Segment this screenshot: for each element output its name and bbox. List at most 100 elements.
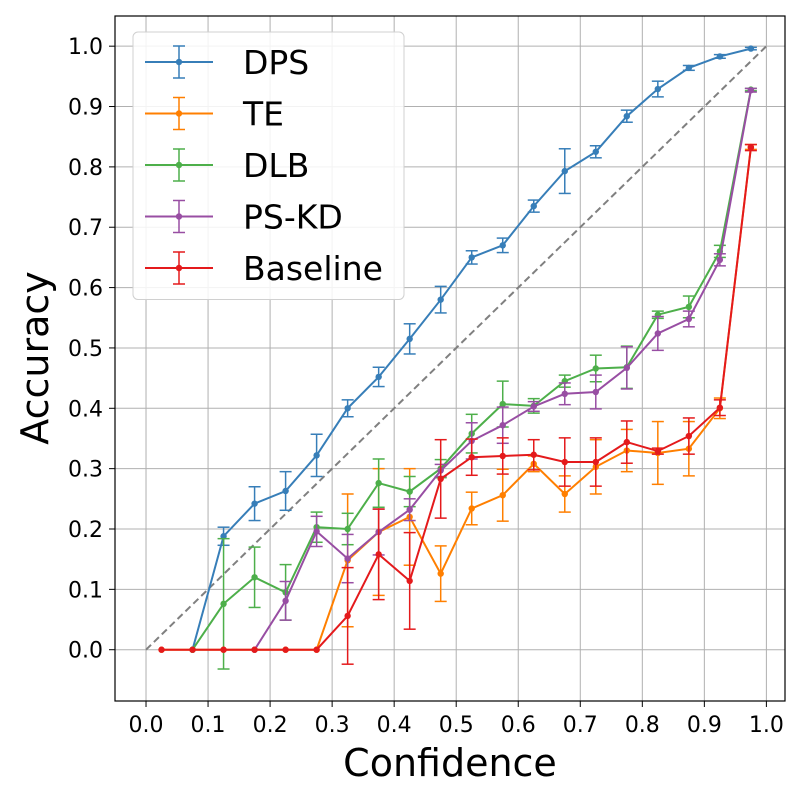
legend-swatch-marker — [175, 161, 183, 169]
dps-point — [282, 487, 289, 495]
dps-point — [375, 373, 382, 381]
dlb-point — [375, 479, 382, 487]
dps-point — [685, 64, 693, 72]
y-tick-label: 0.6 — [68, 277, 103, 302]
y-tick-label: 0.3 — [68, 458, 103, 483]
legend-label: TE — [242, 95, 284, 134]
dlb-point — [592, 365, 599, 372]
baseline-point — [282, 646, 289, 653]
dps-point — [530, 202, 537, 210]
y-tick-label: 1.0 — [68, 35, 103, 60]
dps-point — [313, 452, 320, 459]
x-axis-label: Confidence — [343, 741, 557, 785]
series-ps-kd — [251, 87, 757, 653]
legend-entry-ps-kd: PS-KD — [145, 198, 343, 237]
y-tick-label: 0.2 — [68, 518, 103, 543]
te-point — [468, 505, 475, 512]
dps-point — [437, 296, 444, 303]
legend-swatch-marker — [175, 58, 183, 66]
dlb-point — [220, 600, 227, 608]
y-axis-label: Accuracy — [13, 271, 57, 445]
x-tick-label: 0.8 — [625, 713, 660, 738]
baseline-point — [437, 475, 444, 483]
baseline-point — [716, 404, 724, 411]
axis-ticks: 0.0 0.1 0.2 0.3 0.4 0.5 0.6 0.7 0.8 0.9 1.0 0.0 0.1 0… — [68, 35, 784, 738]
dps-point — [220, 533, 227, 540]
dps-point — [716, 53, 724, 60]
baseline-point — [623, 438, 631, 446]
dps-point — [251, 500, 258, 507]
x-tick-label: 0.3 — [315, 713, 350, 738]
x-tick-label: 0.2 — [253, 713, 288, 738]
legend-label: DPS — [243, 43, 309, 82]
ps-kd-point — [623, 364, 631, 372]
y-tick-label: 0.7 — [68, 216, 103, 241]
baseline-point — [747, 144, 755, 151]
dps-point — [561, 167, 568, 175]
te-point — [437, 570, 444, 577]
baseline-point — [158, 646, 165, 653]
series-dps — [189, 45, 757, 653]
baseline-point — [251, 646, 258, 653]
baseline-point — [561, 458, 568, 466]
baseline-point — [313, 646, 320, 653]
dlb-point — [251, 574, 258, 581]
legend-entry-dps: DPS — [145, 43, 309, 82]
baseline-point — [530, 451, 537, 458]
baseline-point — [592, 458, 599, 466]
x-tick-label: 0.1 — [191, 713, 226, 738]
dps-point — [654, 85, 662, 93]
baseline-point — [499, 452, 506, 460]
series-baseline — [158, 143, 757, 665]
dps-point — [344, 405, 351, 412]
ps-kd-point — [530, 403, 537, 410]
ps-kd-point — [406, 506, 413, 513]
legend-swatch-marker — [175, 264, 183, 272]
y-tick-label: 0.9 — [68, 96, 103, 121]
dps-point — [468, 254, 475, 261]
y-tick-label: 0.4 — [68, 397, 103, 422]
legend-swatch-marker — [175, 110, 183, 117]
x-tick-label: 0.4 — [377, 713, 412, 738]
x-tick-label: 0.0 — [129, 713, 164, 738]
y-tick-label: 0.5 — [68, 337, 103, 362]
y-tick-label: 0.8 — [68, 156, 103, 181]
baseline-point — [468, 453, 475, 461]
legend-label: Baseline — [243, 249, 383, 288]
x-tick-label: 0.7 — [563, 713, 598, 738]
baseline-point — [344, 612, 351, 620]
ps-kd-point — [747, 87, 755, 94]
series-group — [158, 45, 757, 670]
legend-swatch-marker — [175, 213, 183, 220]
ps-kd-point — [592, 388, 599, 396]
x-tick-label: 0.6 — [501, 713, 536, 738]
dps-point — [499, 242, 506, 249]
baseline-point — [654, 447, 662, 455]
ps-kd-point — [499, 421, 506, 429]
legend-box — [132, 31, 405, 300]
dps-point — [406, 335, 413, 343]
dps-point — [592, 148, 599, 155]
dlb-point — [406, 488, 413, 495]
reference-diagonal — [145, 45, 768, 651]
x-tick-label: 0.9 — [687, 713, 722, 738]
legend-entry-dlb: DLB — [145, 146, 309, 185]
ps-kd-point — [313, 528, 320, 535]
ps-kd-point — [685, 315, 693, 323]
dlb-point — [499, 400, 506, 408]
baseline-point — [375, 551, 382, 558]
baseline-point — [406, 577, 413, 585]
y-tick-label: 0.0 — [68, 639, 103, 664]
baseline-point — [189, 646, 196, 653]
ps-kd-point — [282, 597, 289, 605]
ps-kd-point — [344, 555, 351, 562]
legend-entry-te: TE — [145, 95, 284, 134]
te-point — [561, 490, 568, 498]
legend: DPS TE DLB PS-KD Baseline — [132, 31, 405, 300]
te-point — [499, 491, 506, 499]
x-tick-label: 1.0 — [749, 713, 784, 738]
baseline-point — [685, 432, 693, 440]
x-tick-label: 0.5 — [439, 713, 474, 738]
dps-point — [747, 45, 755, 52]
